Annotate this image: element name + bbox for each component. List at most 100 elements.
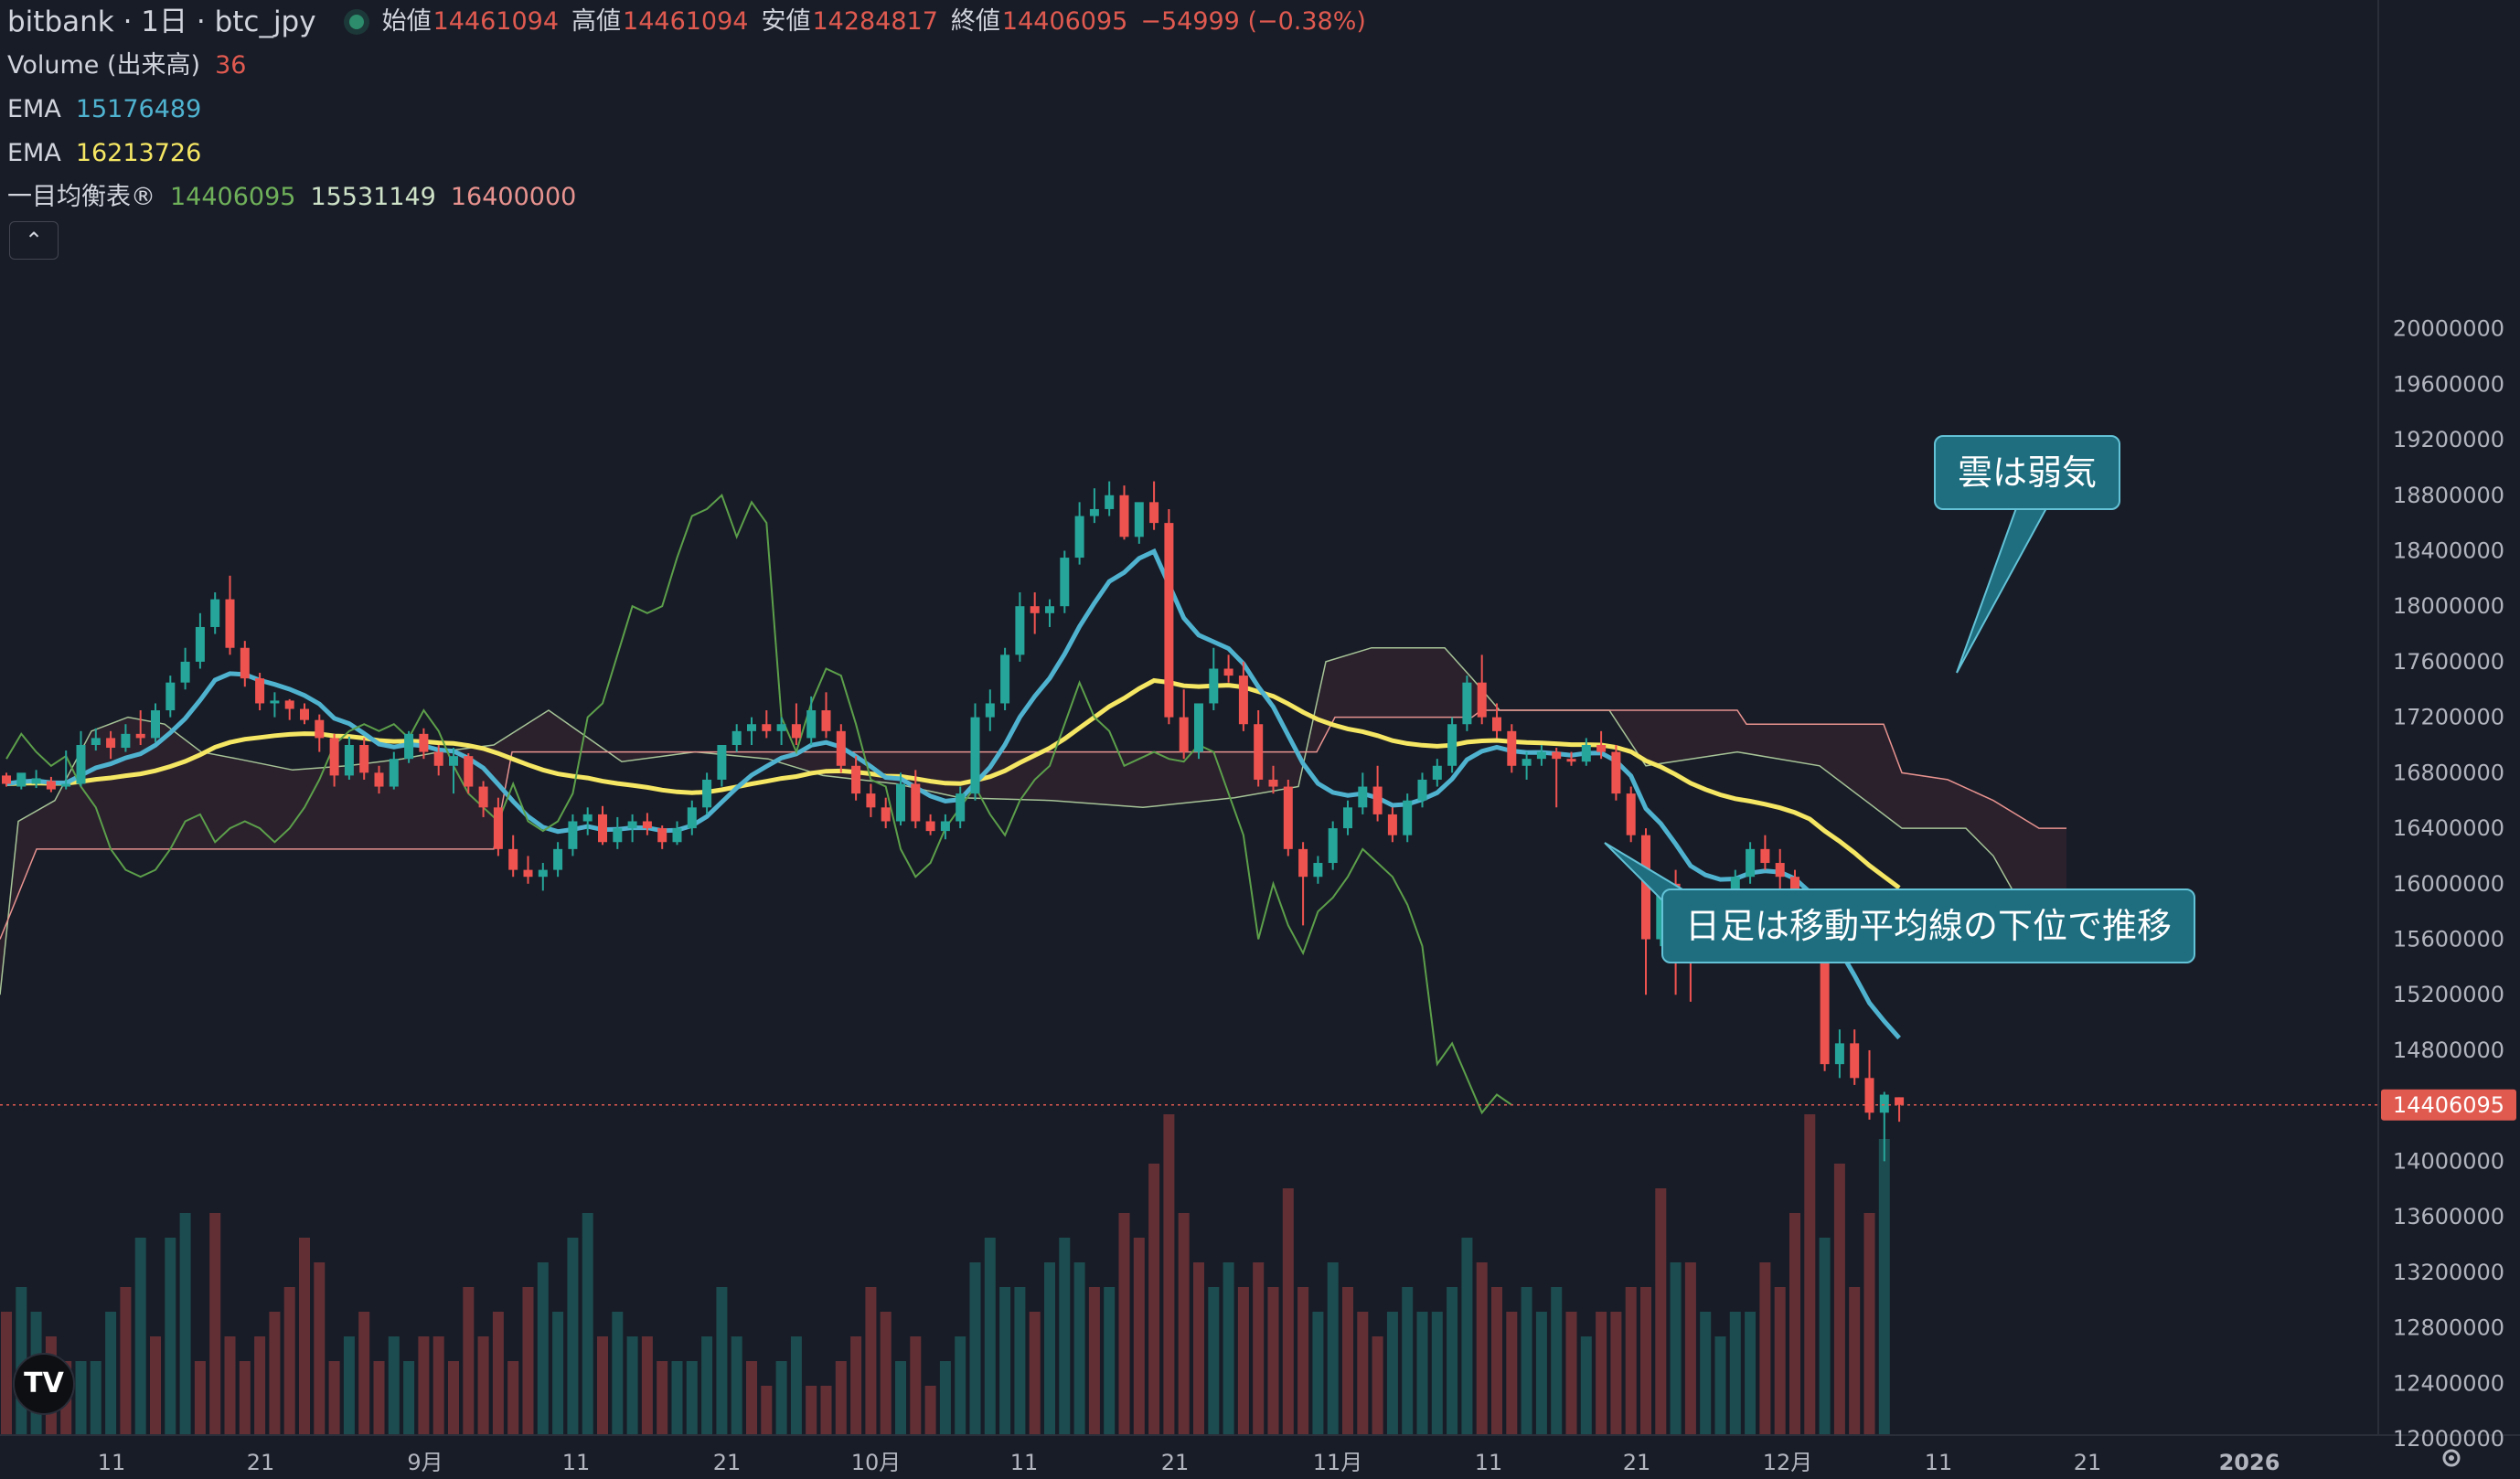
candle[interactable]	[1313, 856, 1323, 884]
candle[interactable]	[911, 770, 921, 829]
candle[interactable]	[225, 575, 235, 655]
candle[interactable]	[284, 698, 294, 720]
candle[interactable]	[31, 770, 41, 789]
candle[interactable]	[1507, 724, 1517, 773]
tradingview-logo-icon[interactable]: TV	[13, 1353, 75, 1415]
candle[interactable]	[151, 703, 160, 742]
candle[interactable]	[1209, 647, 1219, 711]
candle[interactable]	[1611, 745, 1621, 801]
candle[interactable]	[1000, 647, 1010, 711]
candle[interactable]	[1298, 842, 1308, 926]
candle[interactable]	[329, 733, 339, 787]
candle[interactable]	[300, 703, 309, 725]
candle[interactable]	[210, 592, 220, 634]
candle[interactable]	[1596, 730, 1607, 760]
candle[interactable]	[91, 728, 101, 751]
candle[interactable]	[1775, 848, 1785, 891]
candle[interactable]	[821, 692, 831, 739]
candle[interactable]	[1372, 765, 1383, 822]
candle[interactable]	[568, 814, 578, 857]
candle[interactable]	[851, 756, 861, 801]
candle[interactable]	[1447, 717, 1458, 773]
candle[interactable]	[1283, 779, 1293, 857]
candle[interactable]	[419, 728, 429, 760]
candle[interactable]	[896, 772, 905, 826]
candle[interactable]	[255, 673, 265, 711]
candle[interactable]	[1760, 835, 1770, 870]
candle[interactable]	[642, 813, 652, 835]
candle[interactable]	[240, 641, 250, 687]
candle[interactable]	[1328, 821, 1338, 870]
candle[interactable]	[1134, 502, 1144, 544]
candle[interactable]	[866, 783, 876, 817]
candle[interactable]	[449, 748, 458, 794]
candle[interactable]	[359, 738, 369, 780]
legend-volume[interactable]: Volume (出来高) 36	[7, 44, 1379, 88]
candle[interactable]	[493, 797, 503, 857]
candle[interactable]	[791, 703, 801, 745]
candle[interactable]	[16, 772, 27, 790]
candle[interactable]	[2, 772, 11, 787]
candle[interactable]	[970, 703, 980, 801]
candle[interactable]	[1641, 828, 1650, 995]
candle[interactable]	[985, 689, 995, 731]
candle[interactable]	[1834, 1029, 1844, 1079]
candle[interactable]	[344, 736, 354, 780]
candle[interactable]	[1194, 703, 1203, 760]
candle[interactable]	[270, 692, 280, 718]
candle[interactable]	[46, 776, 56, 793]
candle[interactable]	[1238, 661, 1248, 731]
candle[interactable]	[1045, 599, 1054, 627]
candle[interactable]	[657, 825, 667, 849]
candle[interactable]	[121, 724, 131, 752]
legend-ichimoku[interactable]: 一目均衡表® 14406095 15531149 16400000	[7, 176, 1379, 219]
candle[interactable]	[61, 750, 71, 790]
candle[interactable]	[1746, 842, 1756, 884]
candle[interactable]	[1030, 592, 1040, 634]
candle[interactable]	[925, 814, 935, 835]
settings-gear-icon[interactable]	[2438, 1444, 2465, 1472]
candle[interactable]	[464, 753, 474, 794]
candle[interactable]	[1149, 481, 1159, 530]
candle[interactable]	[1105, 481, 1115, 516]
candle[interactable]	[523, 856, 533, 884]
candle[interactable]	[180, 647, 190, 690]
candle[interactable]	[135, 710, 145, 745]
candle[interactable]	[1581, 738, 1591, 766]
candle[interactable]	[1015, 592, 1025, 662]
candle[interactable]	[1626, 786, 1636, 843]
candle[interactable]	[1164, 508, 1174, 725]
candle[interactable]	[166, 676, 176, 718]
candle[interactable]	[1536, 745, 1546, 766]
candle[interactable]	[806, 696, 817, 745]
legend-ema-fast[interactable]: EMA 15176489	[7, 88, 1379, 132]
candle[interactable]	[1060, 550, 1070, 613]
candle[interactable]	[315, 714, 325, 752]
candle[interactable]	[1895, 1097, 1905, 1123]
candle[interactable]	[1522, 751, 1532, 780]
candle[interactable]	[389, 751, 399, 790]
candle[interactable]	[1477, 654, 1487, 725]
candle[interactable]	[956, 786, 966, 829]
candle[interactable]	[1864, 1049, 1874, 1120]
candle[interactable]	[582, 807, 593, 835]
candle[interactable]	[1387, 807, 1397, 843]
candle[interactable]	[1089, 488, 1099, 524]
candle[interactable]	[1223, 654, 1233, 683]
candle[interactable]	[627, 814, 637, 843]
candle[interactable]	[731, 724, 742, 752]
candle[interactable]	[762, 710, 772, 739]
candle[interactable]	[106, 730, 116, 760]
candle[interactable]	[717, 745, 727, 787]
candle[interactable]	[613, 816, 623, 849]
candle[interactable]	[1358, 772, 1368, 814]
candle[interactable]	[76, 730, 86, 787]
candle[interactable]	[1462, 676, 1472, 731]
symbol-title[interactable]: bitbank · 1日 · btc_jpy	[7, 5, 316, 38]
candle[interactable]	[1566, 751, 1576, 766]
candle[interactable]	[1432, 759, 1442, 787]
candle[interactable]	[776, 717, 786, 745]
candle[interactable]	[702, 772, 712, 814]
candle[interactable]	[1074, 502, 1084, 565]
